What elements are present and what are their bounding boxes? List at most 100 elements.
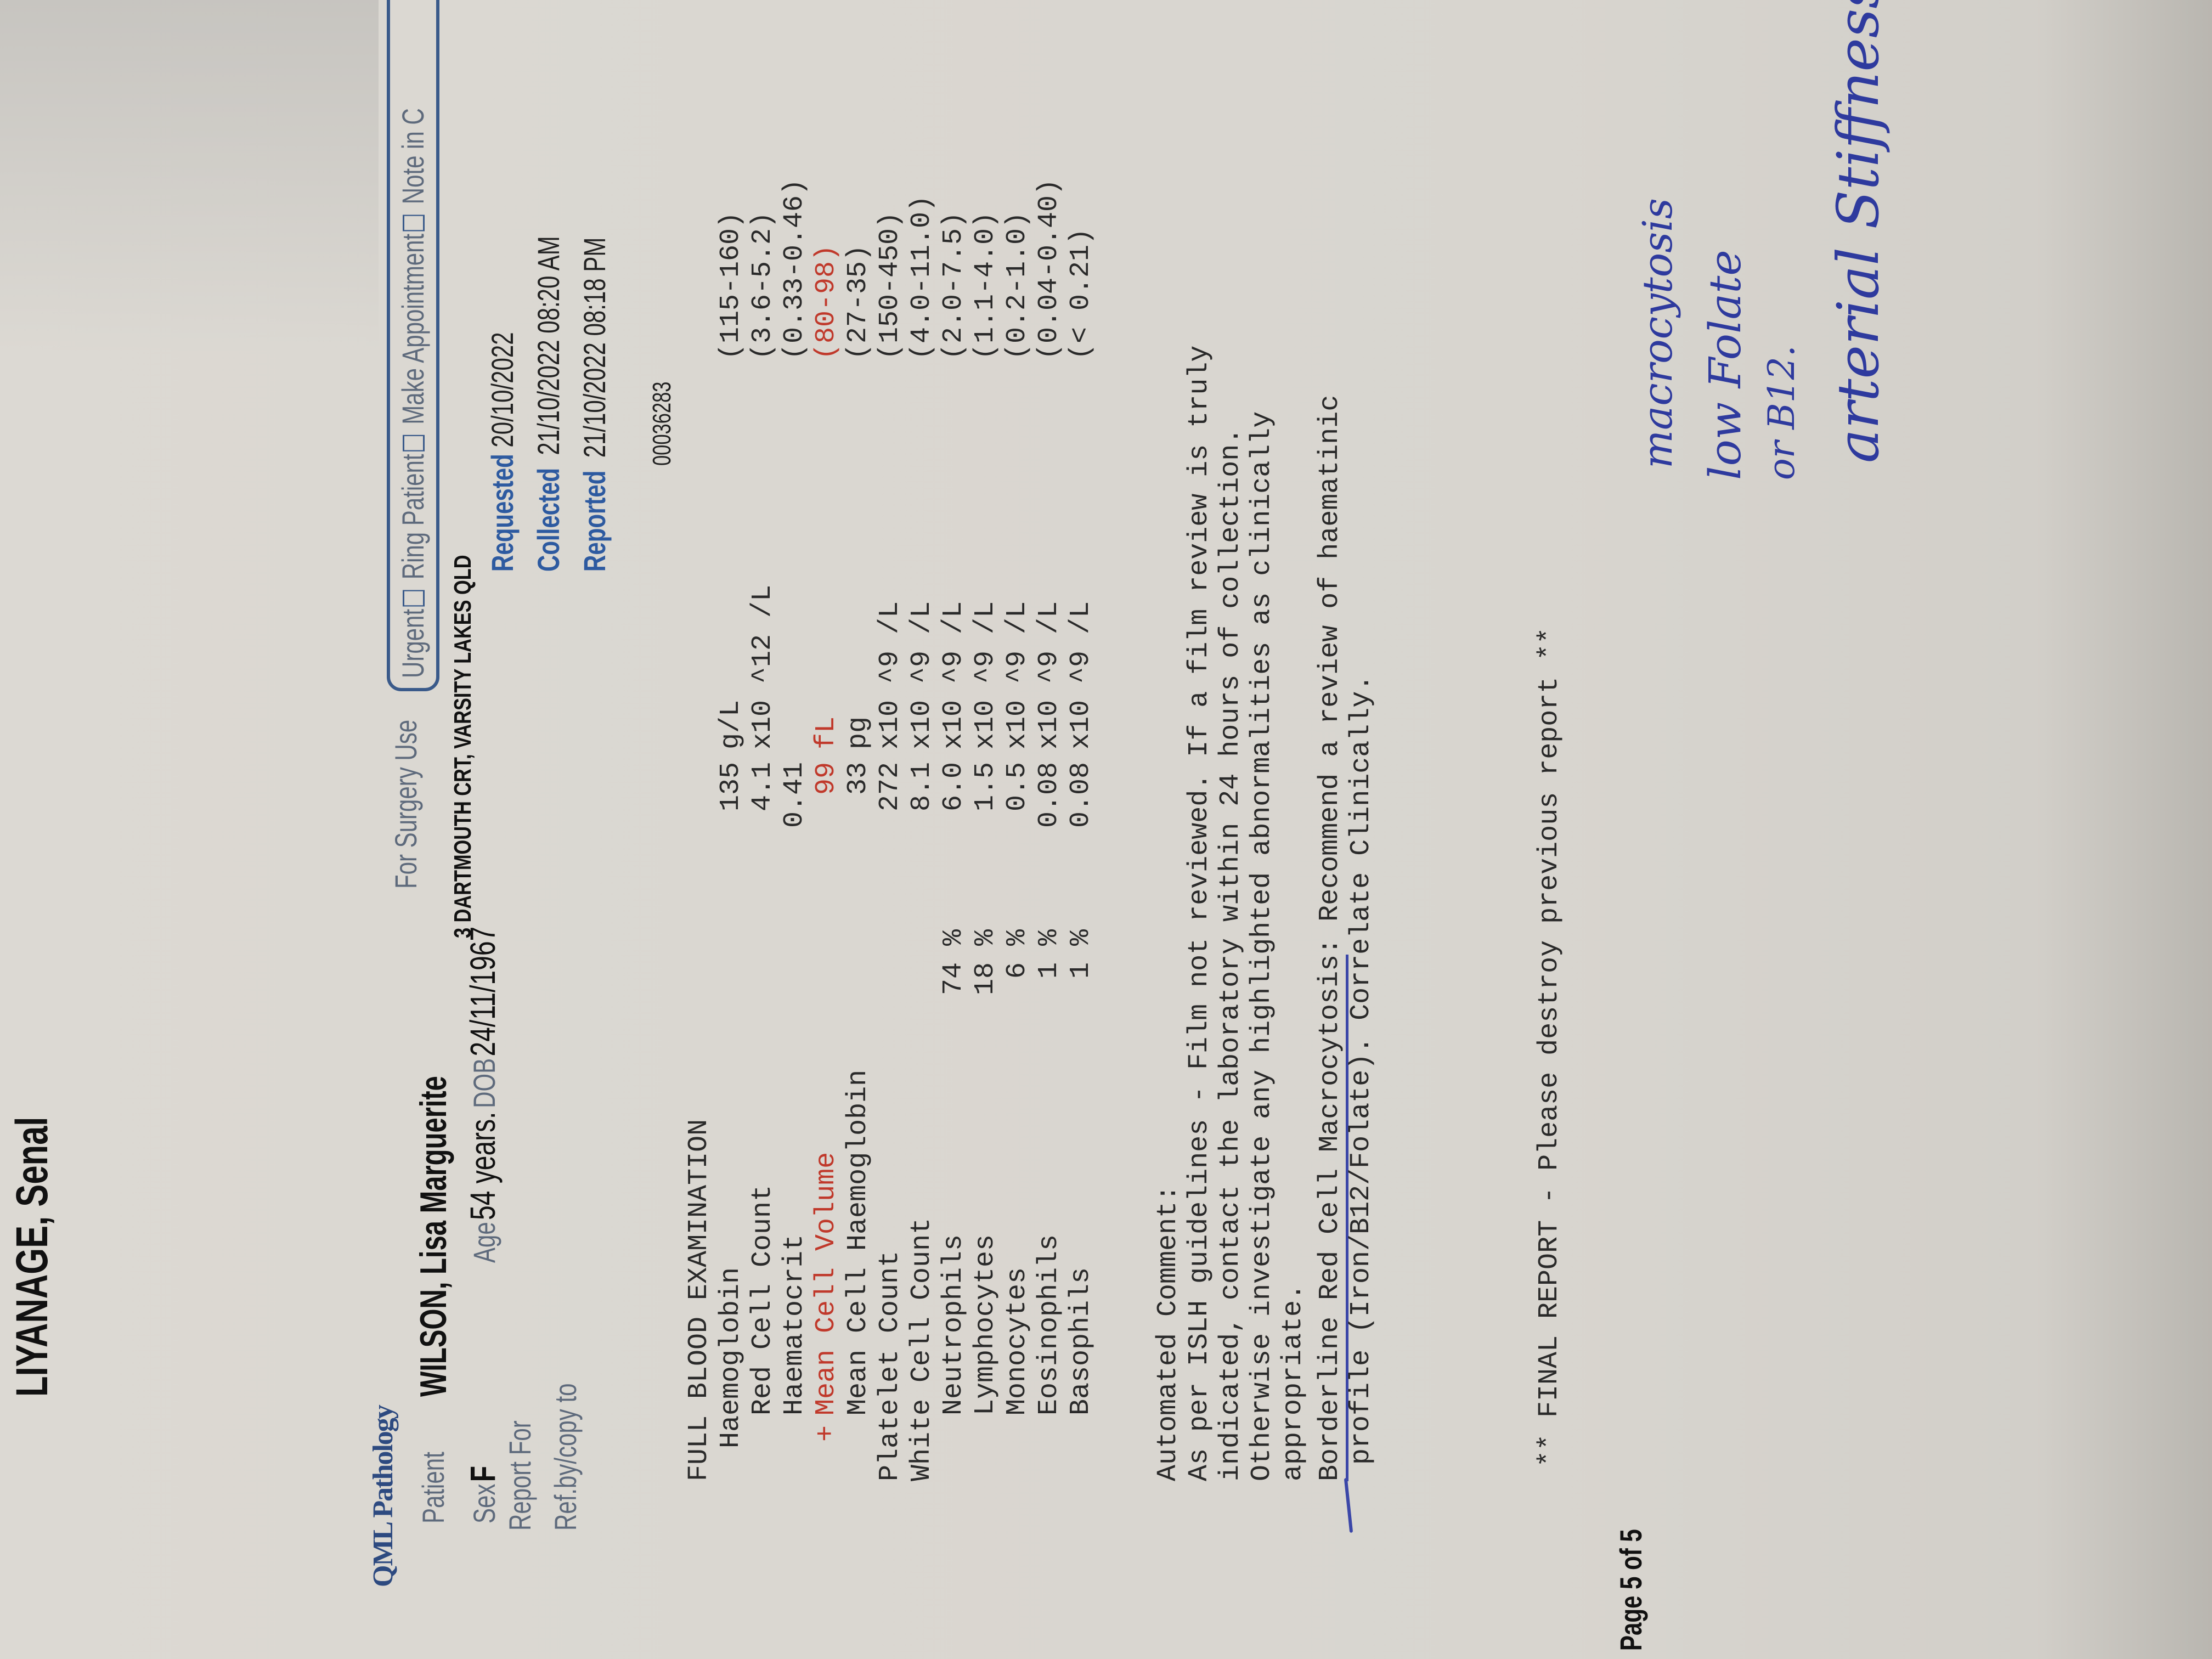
test-value: 33: [843, 762, 874, 795]
reference-range: (0.04-0.40): [1034, 178, 1065, 360]
test-value: 135: [715, 762, 747, 812]
test-unit: x10 ^9 /L: [970, 601, 1001, 749]
fbe-row: + Mean Cell Volume 99 fL (80-98): [811, 0, 843, 1659]
reference-range: (1.1-4.0): [970, 211, 1001, 360]
fbe-row: Platelet Count 272 x10 ^9 /L (150-450): [874, 0, 906, 1659]
comment-line: Otherwise investigate any highlighted ab…: [1246, 411, 1278, 1481]
fbe-row: Monocytes 6 % 0.5 x10 ^9 /L (0.2-1.0): [1002, 0, 1034, 1659]
option-make-appointment: Make Appointment: [396, 233, 430, 425]
test-name: Red Cell Count: [747, 1184, 778, 1415]
test-name: Platelet Count: [874, 1250, 906, 1481]
test-value: 4.1: [747, 762, 778, 812]
comment-heading: Automated Comment:: [1153, 1184, 1184, 1481]
test-unit: fL: [811, 716, 842, 749]
result-flag: +: [811, 1425, 842, 1442]
test-percent: 18 %: [970, 929, 1001, 996]
test-name: Haematocrit: [779, 1234, 810, 1415]
test-value: 8.1: [906, 762, 938, 812]
final-report-note: ** FINAL REPORT - Please destroy previou…: [1534, 627, 1565, 1467]
option-note: Note in C: [396, 108, 430, 205]
fbe-row: Haematocrit 0.41 (0.33-0.46): [779, 0, 811, 1659]
option-ring-patient: Ring Patient: [396, 454, 430, 580]
reference-range: (115-160): [715, 211, 747, 360]
reported-field: Reported 21/10/2022 08:18 PM: [577, 237, 612, 572]
test-unit: x10 ^9 /L: [1034, 601, 1065, 749]
handwritten-note: low Folate: [1700, 250, 1751, 480]
reference-range: (150-450): [874, 211, 906, 360]
reference-range: (2.0-7.5): [938, 211, 969, 360]
fbe-row: White Cell Count 8.1 x10 ^9 /L (4.0-11.0): [906, 0, 938, 1659]
reference-range: (0.2-1.0): [1002, 211, 1033, 360]
test-unit: x10 ^9 /L: [1065, 601, 1097, 749]
test-value: 1.5: [970, 762, 1001, 812]
requested-field: Requested 20/10/2022: [485, 332, 520, 572]
reference-range: (80-98): [811, 244, 842, 360]
test-name: Lymphocytes: [970, 1234, 1001, 1415]
comment-line: As per ISLH guidelines - Film not review…: [1184, 345, 1215, 1481]
shadow: [0, 0, 379, 353]
test-name: Mean Cell Volume: [811, 1152, 842, 1415]
test-unit: x10 ^9 /L: [874, 601, 906, 749]
fbe-row: Haemoglobin 135 g/L (115-160): [715, 0, 747, 1659]
make-appointment-checkbox[interactable]: [403, 215, 425, 232]
fbe-row: Eosinophils 1 % 0.08 x10 ^9 /L (0.04-0.40): [1034, 0, 1065, 1659]
test-name: Haemoglobin: [715, 1267, 747, 1448]
report-for-label: Report For: [503, 1420, 537, 1531]
reference-range: (0.33-0.46): [779, 178, 810, 360]
patient-address: 3 DARTMOUTH CRT, VARSITY LAKES QLD: [449, 555, 476, 938]
test-percent: 1 %: [1034, 929, 1065, 979]
test-unit: pg: [843, 716, 874, 749]
urgent-checkbox[interactable]: [403, 590, 425, 607]
test-name: Basophils: [1065, 1267, 1097, 1415]
ring-patient-checkbox[interactable]: [403, 435, 425, 452]
handwritten-note: arterial Stiffness: [1825, 0, 1892, 463]
test-name: Mean Cell Haemoglobin: [843, 1069, 874, 1415]
comment-line: indicated, contact the laboratory within…: [1215, 427, 1246, 1481]
fbe-row: Lymphocytes 18 % 1.5 x10 ^9 /L (1.1-4.0): [970, 0, 1002, 1659]
handwritten-note: or B12.: [1760, 345, 1803, 480]
lab-logo: QML Pathology: [368, 1406, 399, 1587]
pen-mark: [1344, 1477, 1353, 1533]
sex-field: Sex F: [463, 1465, 503, 1523]
reference-range: (3.6-5.2): [747, 211, 778, 360]
test-value: 272: [874, 762, 906, 812]
test-value: 0.08: [1034, 762, 1065, 828]
comment-line: appropriate.: [1278, 1283, 1309, 1481]
pen-underline: Borderline Red Cell Macrocytosis: [1314, 954, 1348, 1481]
fbe-row: Neutrophils 74 % 6.0 x10 ^9 /L (2.0-7.5): [938, 0, 970, 1659]
fbe-row: Red Cell Count 4.1 x10 ^12 /L (3.6-5.2): [747, 0, 779, 1659]
patient-label: Patient: [416, 1452, 450, 1523]
doctor-name: LIYANAGE, Senal: [7, 1116, 57, 1397]
for-surgery-use-label: For Surgery Use: [388, 719, 423, 889]
recommendation-line: profile (Iron/B12/Folate). Correlate Cli…: [1346, 674, 1377, 1465]
test-unit: x10 ^12 /L: [747, 584, 778, 749]
test-name: White Cell Count: [906, 1217, 938, 1481]
option-urgent: Urgent: [396, 608, 430, 678]
test-percent: 74 %: [938, 929, 969, 996]
test-unit: x10 ^9 /L: [1002, 601, 1033, 749]
page-number: Page 5 of 5: [1613, 1529, 1648, 1651]
test-name: Eosinophils: [1034, 1234, 1065, 1415]
test-name: Monocytes: [1002, 1267, 1033, 1415]
test-value: 6.0: [938, 762, 969, 812]
test-value: 0.08: [1065, 762, 1097, 828]
patient-name: WILSON, Lisa Marguerite: [413, 1076, 454, 1397]
surgery-options-box: Urgent Ring Patient Make Appointment Not…: [387, 0, 439, 691]
test-value: 0.41: [779, 762, 810, 828]
reference-range: (27-35): [843, 244, 874, 360]
test-unit: x10 ^9 /L: [938, 601, 969, 749]
reference-range: (< 0.21): [1065, 228, 1097, 360]
collected-field: Collected 21/10/2022 08:20 AM: [531, 236, 566, 572]
lab-number: 00036283: [647, 381, 676, 466]
test-unit: g/L: [715, 699, 747, 749]
recommendation-line: Borderline Red Cell Macrocytosis: Recomm…: [1314, 395, 1348, 1481]
test-percent: 6 %: [1002, 929, 1033, 979]
test-value: 99: [811, 762, 842, 795]
test-name: Neutrophils: [938, 1234, 969, 1415]
fbe-row: Basophils 1 % 0.08 x10 ^9 /L (< 0.21): [1065, 0, 1097, 1659]
test-value: 0.5: [1002, 762, 1033, 812]
ref-copy-label: Ref.by/copy to: [548, 1383, 583, 1531]
handwritten-note: macrocytosis: [1634, 198, 1681, 469]
fbe-title: FULL BLOOD EXAMINATION: [684, 1119, 715, 1481]
